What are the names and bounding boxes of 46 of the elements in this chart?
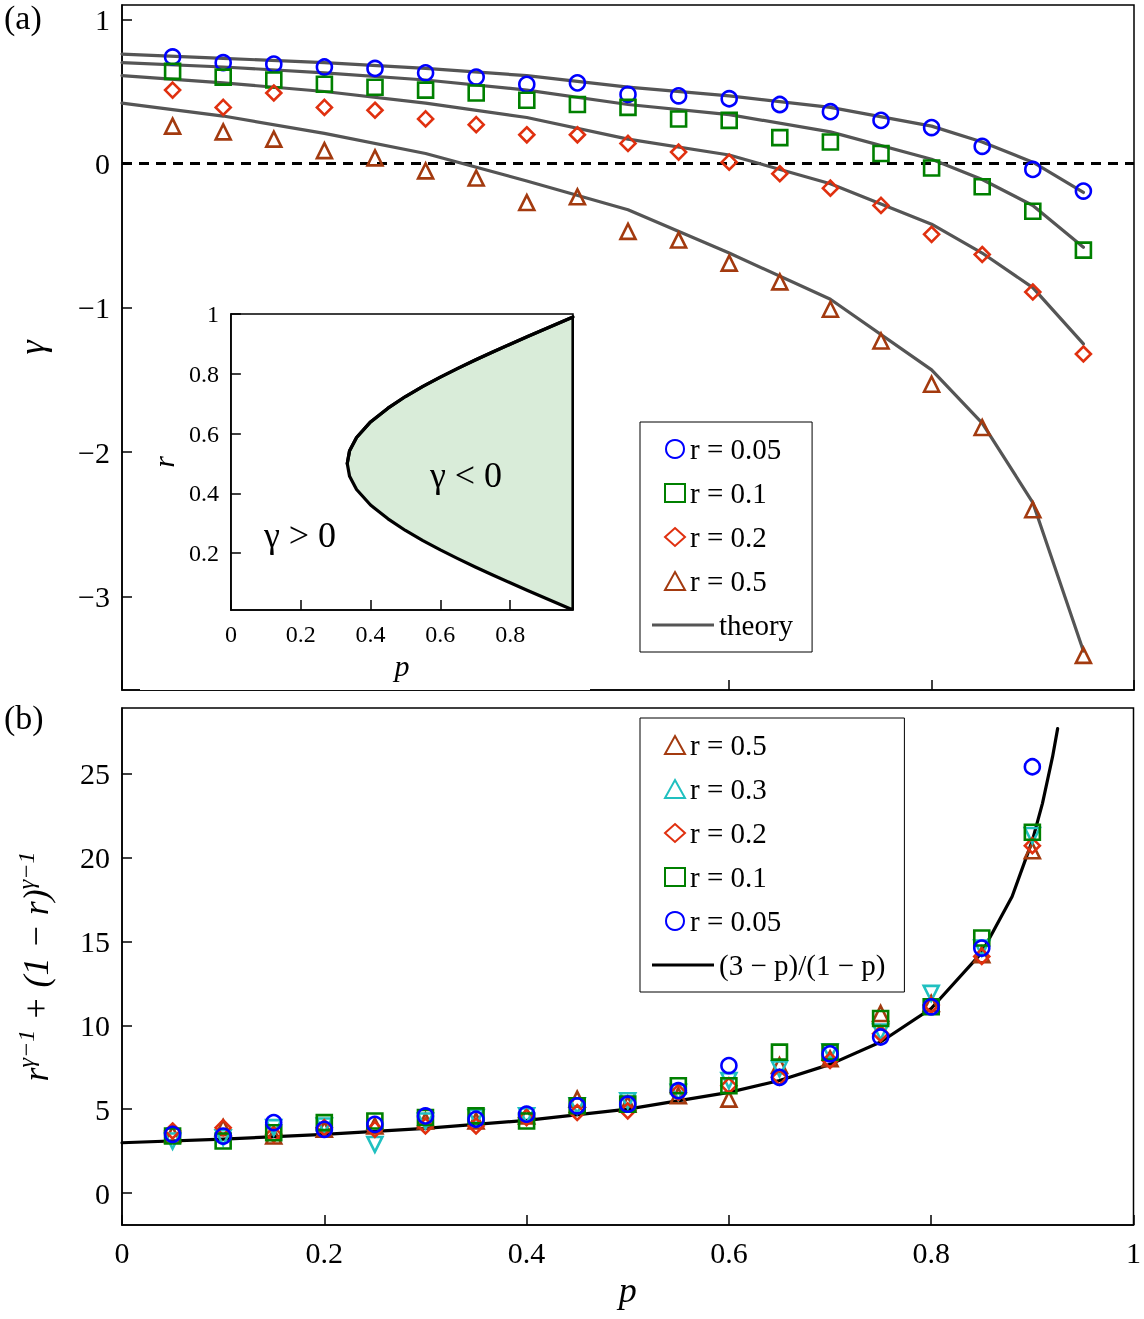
legend-label: r = 0.5	[690, 565, 767, 597]
x-tick-label: 0.2	[285, 621, 316, 647]
legend-label: r = 0.5	[690, 729, 767, 761]
x-tick-label: 0.4	[507, 1235, 546, 1269]
y-tick-label: 0.6	[188, 420, 219, 447]
y-tick-label: 10	[80, 1008, 110, 1042]
x-axis-title: p	[392, 649, 410, 683]
legend-label: r = 0.1	[690, 861, 767, 893]
x-axis-title: p	[615, 1269, 637, 1310]
x-tick-label: 0.4	[355, 621, 386, 647]
chart-title: (a)	[4, 0, 42, 37]
legend-label: r = 0.2	[690, 521, 767, 553]
x-tick-label: 0.2	[305, 1235, 344, 1269]
y-tick-label: −1	[78, 291, 110, 325]
y-tick-label: 0.2	[188, 540, 219, 567]
y-tick-label: 0.4	[188, 480, 219, 507]
y-tick-label: −3	[78, 579, 110, 613]
y-tick-label: 1	[95, 2, 110, 36]
legend-label: r = 0.1	[690, 477, 767, 509]
y-tick-label: 15	[80, 924, 110, 958]
legend-label: r = 0.3	[690, 773, 767, 805]
x-tick-label: 0.6	[425, 621, 456, 647]
x-tick-label: 1	[1126, 1235, 1141, 1269]
y-tick-label: 0	[95, 147, 110, 181]
y-tick-label: 0	[95, 1176, 110, 1210]
x-tick-label: 0.8	[495, 621, 526, 647]
y-tick-label: 25	[80, 756, 110, 790]
y-tick-label: 1	[206, 301, 219, 327]
legend-label: r = 0.05	[690, 905, 782, 937]
legend-label: r = 0.05	[690, 433, 782, 465]
x-tick-label: 0	[224, 621, 237, 647]
annotation: γ > 0	[262, 515, 337, 555]
y-axis-title: γ	[12, 339, 52, 355]
y-axis-title: rγ−1 + (1 − r)γ−1	[13, 851, 56, 1082]
x-tick-label: 0.8	[912, 1235, 950, 1269]
y-tick-label: −2	[78, 435, 110, 469]
legend-label: r = 0.2	[690, 817, 767, 849]
chart-title: (b)	[4, 698, 44, 737]
legend-label: theory	[719, 609, 794, 641]
y-axis-title: r	[146, 455, 180, 468]
x-tick-label: 0.6	[710, 1235, 748, 1269]
y-tick-label: 20	[80, 840, 110, 874]
annotation: γ < 0	[428, 455, 503, 495]
y-tick-label: 5	[95, 1092, 110, 1126]
y-tick-label: 0.8	[188, 360, 219, 387]
legend-label: (3 − p)/(1 − p)	[719, 949, 886, 982]
